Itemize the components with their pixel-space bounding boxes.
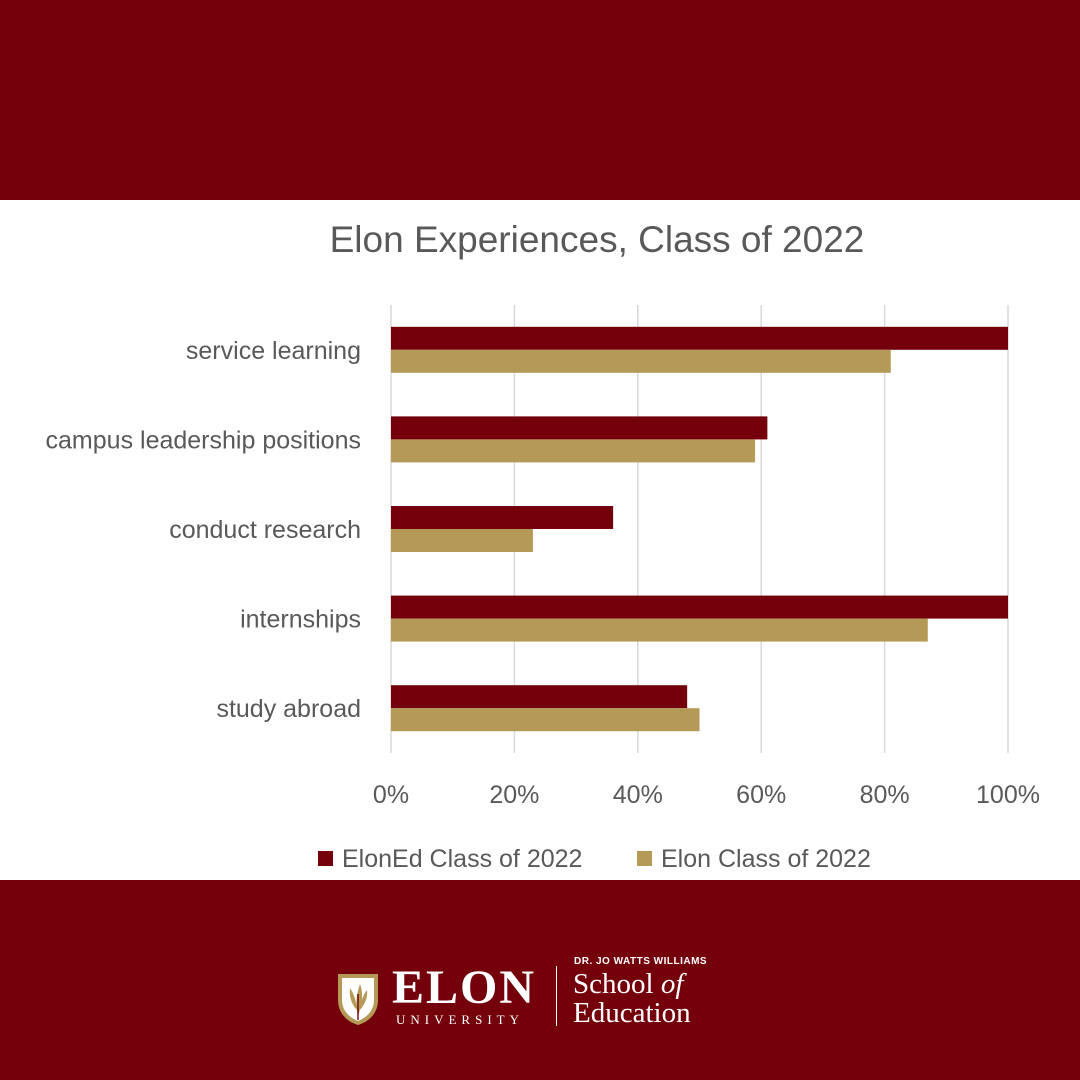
category-label: internships	[240, 606, 361, 634]
bar-elon-campus-leadership-positions	[391, 439, 756, 463]
bar-eloned-conduct-research	[391, 506, 614, 529]
x-tick-label: 80%	[860, 781, 910, 809]
legend-label: ElonEd Class of 2022	[342, 845, 582, 873]
category-label: study abroad	[216, 695, 361, 723]
x-tick-label: 100%	[976, 781, 1040, 809]
bar-elon-study-abroad	[391, 708, 700, 732]
x-tick-label: 20%	[489, 781, 539, 809]
x-tick-label: 60%	[736, 781, 786, 809]
legend-swatch-elon	[637, 851, 652, 866]
legend-swatch-eloned	[318, 851, 333, 866]
x-tick-label: 40%	[613, 781, 663, 809]
chart-panel: Elon Experiences, Class of 2022 0% 20% 40% 6…	[0, 200, 1080, 880]
bar-elon-conduct-research	[391, 529, 533, 552]
category-label: service learning	[186, 337, 361, 365]
bar-eloned-campus-leadership-positions	[391, 416, 768, 440]
category-label: campus leadership positions	[46, 426, 361, 454]
bar-eloned-study-abroad	[391, 685, 688, 709]
category-label: conduct research	[169, 516, 361, 544]
bar-chart: Elon Experiences, Class of 2022 0% 20% 40% 6…	[46, 219, 1040, 873]
legend-label: Elon Class of 2022	[661, 845, 871, 873]
bottom-banner	[0, 880, 1080, 1080]
bar-elon-service-learning	[391, 349, 891, 373]
x-tick-label: 0%	[373, 781, 409, 809]
chart-title: Elon Experiences, Class of 2022	[330, 219, 865, 260]
top-banner	[0, 0, 1080, 200]
bar-eloned-service-learning	[391, 326, 1008, 350]
bar-elon-internships	[391, 618, 928, 642]
bar-eloned-internships	[391, 595, 1008, 619]
